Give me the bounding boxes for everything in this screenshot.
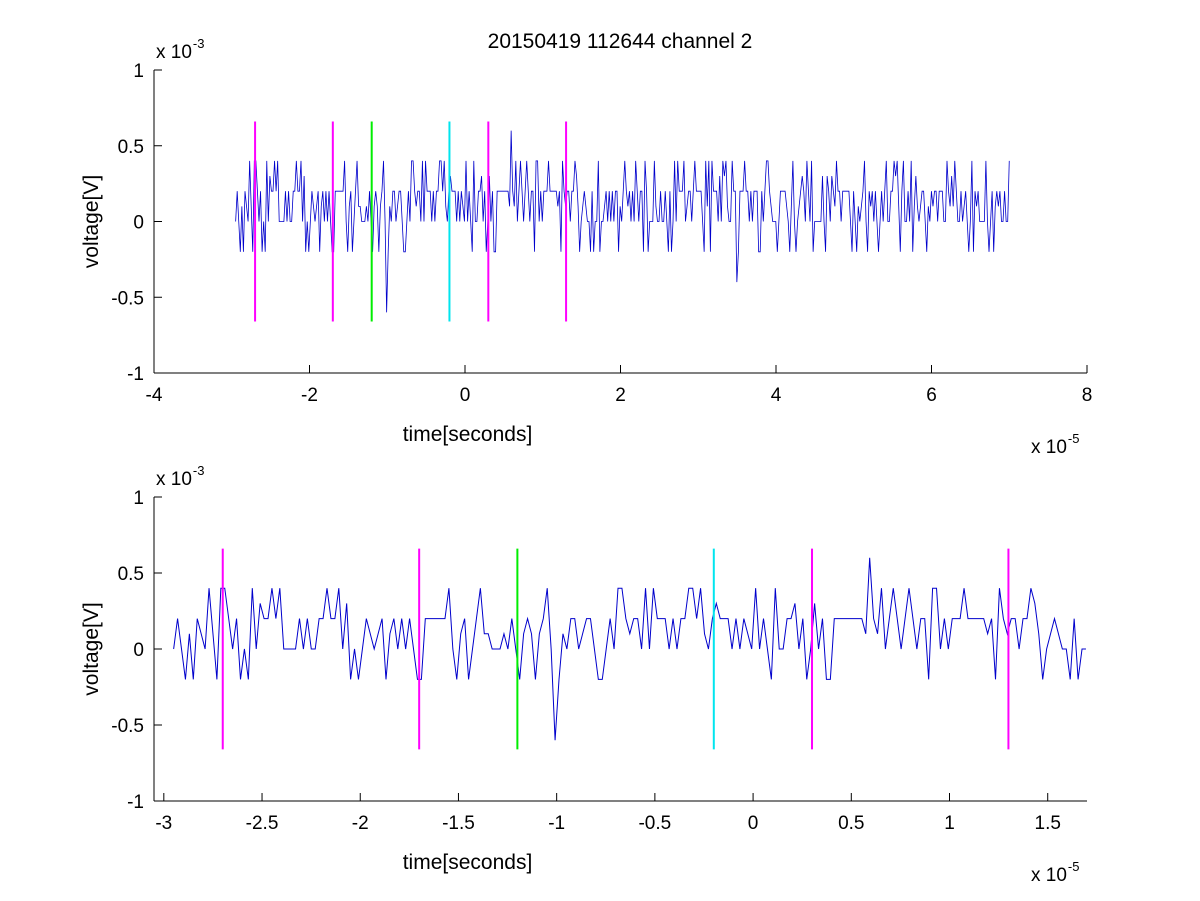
bottom-plot: -3 -2.5 -2 -1.5 -1 -0.5 0 0.5 1 1.5 -1 -0.5 0 0.5 1 tim… [80,463,1087,886]
voltage-trace [173,557,1086,741]
y-multiplier: x 10 [156,42,192,63]
x-exponent: -5 [1068,859,1080,874]
x-tick-label: 0 [748,813,759,834]
x-axis-label: time[seconds] [403,423,533,446]
x-tick-label: 2 [615,385,626,406]
x-tick-label: -4 [146,385,163,406]
y-tick-label: -1 [127,364,144,385]
y-tick-label: 1 [133,488,144,509]
x-tick-label: -3 [155,813,172,834]
y-multiplier: x 10 [156,469,192,490]
y-tick-label: 1 [133,61,144,82]
y-tick-label: 0.5 [118,564,144,585]
y-tick-label: -0.5 [111,716,144,737]
y-tick-label: 0 [133,213,144,234]
y-tick-label: 0 [133,640,144,661]
voltage-trace [235,130,1010,313]
x-tick-label: 6 [926,385,937,406]
x-tick-label: -0.5 [638,813,671,834]
x-axis-label: time[seconds] [403,851,533,874]
y-exponent: -3 [193,36,205,51]
x-tick-label: -2 [301,385,318,406]
x-multiplier: x 10 [1031,437,1067,458]
y-tick-label: 0.5 [118,137,144,158]
x-exponent: -5 [1068,431,1080,446]
x-tick-label: -1 [548,813,565,834]
x-tick-label: -1.5 [442,813,475,834]
y-exponent: -3 [193,463,205,478]
y-exponent-label: x 10-3 [156,36,204,63]
x-tick-label: -2.5 [246,813,279,834]
x-tick-label: -2 [352,813,369,834]
x-tick-label: 8 [1082,385,1093,406]
x-multiplier: x 10 [1031,865,1067,886]
x-tick-label: 0.5 [838,813,864,834]
x-exponent-label: x 10-5 [1031,859,1079,886]
y-axis-label: voltage[V] [80,602,103,695]
y-exponent-label: x 10-3 [156,463,204,490]
figure-title: 20150419 112644 channel 2 [488,30,753,53]
x-tick-label: 1.5 [1035,813,1061,834]
y-axis-label: voltage[V] [80,175,103,268]
y-tick-label: -0.5 [111,288,144,309]
x-tick-label: 4 [771,385,782,406]
y-tick-label: -1 [127,792,144,813]
x-exponent-label: x 10-5 [1031,431,1079,458]
x-tick-label: 0 [460,385,471,406]
x-tick-label: 1 [944,813,955,834]
top-plot: -4 -2 0 2 4 6 8 -1 -0.5 0 0.5 1 time[seconds] voltage… [80,36,1092,458]
